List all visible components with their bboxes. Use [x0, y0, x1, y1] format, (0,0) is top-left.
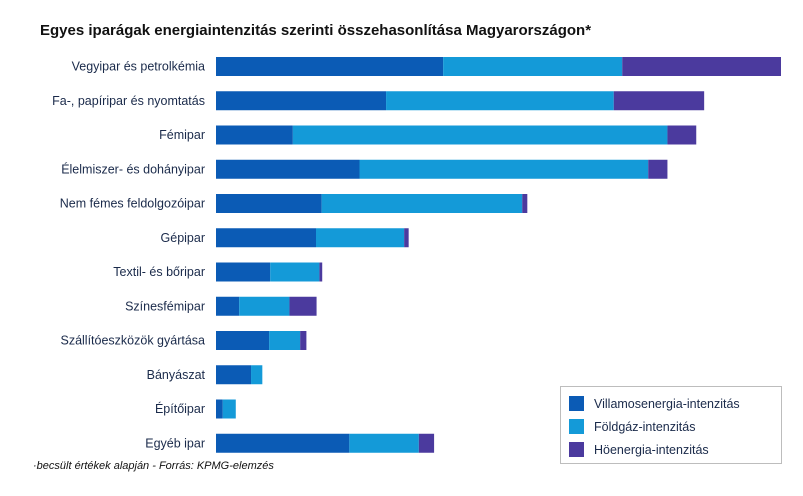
bar-villamos: [216, 296, 240, 316]
bar-ho: [648, 159, 668, 179]
bar-villamos: [216, 399, 223, 419]
bar-foldgaz: [321, 194, 523, 213]
category-label: Színesfémipar: [125, 299, 205, 313]
bar-villamos: [216, 433, 350, 453]
bar-villamos: [216, 91, 387, 111]
bar-ho: [667, 125, 697, 145]
legend-swatch-foldgaz: [569, 419, 584, 434]
bar-foldgaz: [443, 57, 623, 76]
category-label: Élelmiszer- és dohányipar: [61, 161, 205, 176]
bar-ho: [418, 433, 435, 453]
category-label: Textil- és bőripar: [113, 265, 205, 279]
bar-foldgaz: [222, 399, 236, 419]
legend-swatch-ho: [569, 442, 584, 457]
bar-ho: [300, 331, 307, 350]
bar-ho: [522, 194, 528, 213]
bar-foldgaz: [292, 125, 668, 145]
category-label: Egyéb ipar: [145, 436, 205, 450]
legend: Villamosenergia-intenzitás Földgáz-inten…: [560, 386, 782, 464]
bar-foldgaz: [251, 365, 263, 385]
bar-foldgaz: [239, 296, 290, 316]
bar-villamos: [216, 159, 360, 179]
legend-item-foldgaz: Földgáz-intenzitás: [569, 419, 695, 434]
bar-ho: [289, 296, 317, 316]
bar-villamos: [216, 125, 293, 145]
legend-label-ho: Höenergia-intenzitás: [594, 442, 709, 457]
bar-villamos: [216, 365, 252, 385]
chart-title: Egyes iparágak energiaintenzitás szerint…: [40, 22, 592, 39]
bar-foldgaz: [270, 262, 320, 282]
category-label: Szállítóeszközök gyártása: [60, 334, 205, 348]
bar-foldgaz: [269, 331, 301, 350]
bars: [216, 57, 781, 453]
category-label: Gépipar: [161, 231, 205, 245]
bar-foldgaz: [386, 91, 614, 111]
bar-foldgaz: [359, 159, 649, 179]
bar-villamos: [216, 331, 270, 350]
category-label: Bányászat: [147, 368, 206, 382]
bar-foldgaz: [349, 433, 419, 453]
bar-ho: [404, 228, 409, 248]
bar-ho: [319, 262, 323, 282]
category-labels: Vegyipar és petrolkémia Fa-, papíripar és…: [52, 60, 205, 451]
bar-villamos: [216, 228, 317, 248]
category-label: Építőipar: [155, 401, 205, 416]
legend-swatch-villamos: [569, 396, 584, 411]
bar-ho: [622, 57, 781, 76]
category-label: Fémipar: [159, 128, 205, 142]
legend-item-villamos: Villamosenergia-intenzitás: [569, 396, 740, 411]
category-label: Fa-, papíripar és nyomtatás: [52, 94, 205, 108]
footnote: ·becsült értékek alapján - Forrás: KPMG-…: [33, 460, 274, 472]
legend-label-villamos: Villamosenergia-intenzitás: [594, 396, 740, 411]
category-label: Vegyipar és petrolkémia: [72, 60, 205, 74]
legend-label-foldgaz: Földgáz-intenzitás: [594, 419, 696, 434]
bar-foldgaz: [316, 228, 405, 248]
legend-item-ho: Höenergia-intenzitás: [569, 442, 709, 457]
bar-ho: [613, 91, 705, 111]
bar-villamos: [216, 194, 322, 213]
bar-villamos: [216, 262, 271, 282]
bar-villamos: [216, 57, 444, 76]
category-label: Nem fémes feldolgozóipar: [60, 197, 205, 211]
